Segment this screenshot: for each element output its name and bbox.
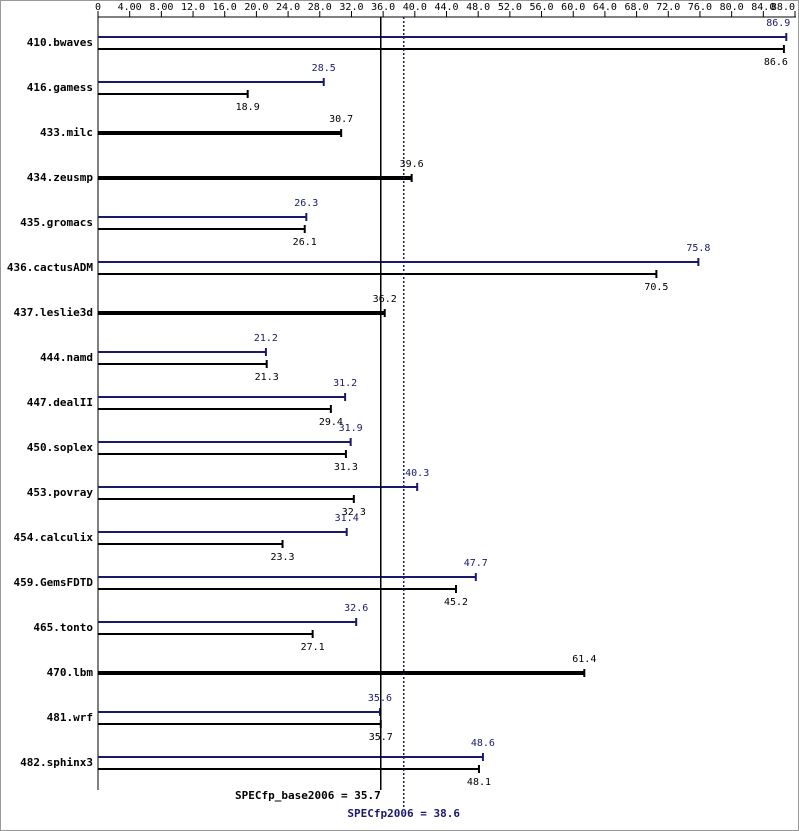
x-tick-label: 20.0 <box>244 2 268 13</box>
x-tick-label: 84.0 <box>751 2 775 13</box>
x-tick-label: 48.0 <box>466 2 490 13</box>
category-label: 482.sphinx3 <box>20 756 93 769</box>
category-label: 465.tonto <box>33 621 93 634</box>
value-label: 86.9 <box>766 18 790 29</box>
category-label: 410.bwaves <box>27 36 93 49</box>
x-tick-label: 16.0 <box>213 2 237 13</box>
value-label: 26.3 <box>294 198 318 209</box>
value-label: 35.6 <box>368 693 392 704</box>
x-tick-label: 72.0 <box>656 2 680 13</box>
x-tick-label: 36.0 <box>371 2 395 13</box>
category-label: 437.leslie3d <box>14 306 93 319</box>
value-label: 30.7 <box>329 114 353 125</box>
category-label: 444.namd <box>40 351 93 364</box>
value-label: 18.9 <box>236 102 260 113</box>
value-label: 32.3 <box>342 507 366 518</box>
value-label: 39.6 <box>400 159 424 170</box>
x-tick-label: 24.0 <box>276 2 300 13</box>
value-label: 70.5 <box>644 282 668 293</box>
x-tick-label: 12.0 <box>181 2 205 13</box>
x-tick-label: 0 <box>95 2 101 13</box>
value-label: 61.4 <box>572 654 596 665</box>
value-label: 31.2 <box>333 378 357 389</box>
value-label: 31.4 <box>335 513 359 524</box>
x-tick-label: 80.0 <box>720 2 744 13</box>
category-label: 459.GemsFDTD <box>14 576 94 589</box>
value-label: 86.6 <box>764 57 788 68</box>
category-label: 453.povray <box>27 486 94 499</box>
value-label: 47.7 <box>464 558 488 569</box>
x-tick-label: 88.0 <box>771 2 795 13</box>
category-label: 435.gromacs <box>20 216 93 229</box>
value-label: 26.1 <box>293 237 317 248</box>
reference-label: SPECfp2006 = 38.6 <box>347 807 460 820</box>
value-label: 48.6 <box>471 738 495 749</box>
x-tick-label: 40.0 <box>403 2 427 13</box>
category-label: 434.zeusmp <box>27 171 94 184</box>
value-label: 27.1 <box>301 642 325 653</box>
value-label: 32.6 <box>344 603 368 614</box>
category-label: 481.wrf <box>47 711 93 724</box>
value-label: 40.3 <box>405 468 429 479</box>
category-label: 436.cactusADM <box>7 261 93 274</box>
x-tick-label: 76.0 <box>688 2 712 13</box>
value-label: 36.2 <box>373 294 397 305</box>
value-label: 28.5 <box>312 63 336 74</box>
x-tick-label: 64.0 <box>593 2 617 13</box>
reference-label: SPECfp_base2006 = 35.7 <box>235 789 381 802</box>
category-label: 447.dealII <box>27 396 93 409</box>
x-tick-label: 60.0 <box>561 2 585 13</box>
value-label: 29.4 <box>319 417 343 428</box>
x-tick-label: 8.00 <box>149 2 173 13</box>
value-label: 31.9 <box>339 423 363 434</box>
value-label: 31.3 <box>334 462 358 473</box>
x-tick-label: 56.0 <box>529 2 553 13</box>
value-label: 48.1 <box>467 777 491 788</box>
value-label: 21.2 <box>254 333 278 344</box>
x-tick-label: 52.0 <box>498 2 522 13</box>
x-tick-label: 28.0 <box>308 2 332 13</box>
x-tick-label: 32.0 <box>339 2 363 13</box>
value-label: 75.8 <box>686 243 710 254</box>
x-tick-label: 68.0 <box>625 2 649 13</box>
category-label: 433.milc <box>40 126 93 139</box>
value-label: 21.3 <box>255 372 279 383</box>
x-tick-label: 44.0 <box>434 2 458 13</box>
value-label: 23.3 <box>270 552 294 563</box>
category-label: 454.calculix <box>14 531 94 544</box>
x-tick-label: 4.00 <box>118 2 142 13</box>
category-label: 450.soplex <box>27 441 94 454</box>
category-label: 416.gamess <box>27 81 93 94</box>
category-label: 470.lbm <box>47 666 94 679</box>
value-label: 45.2 <box>444 597 468 608</box>
